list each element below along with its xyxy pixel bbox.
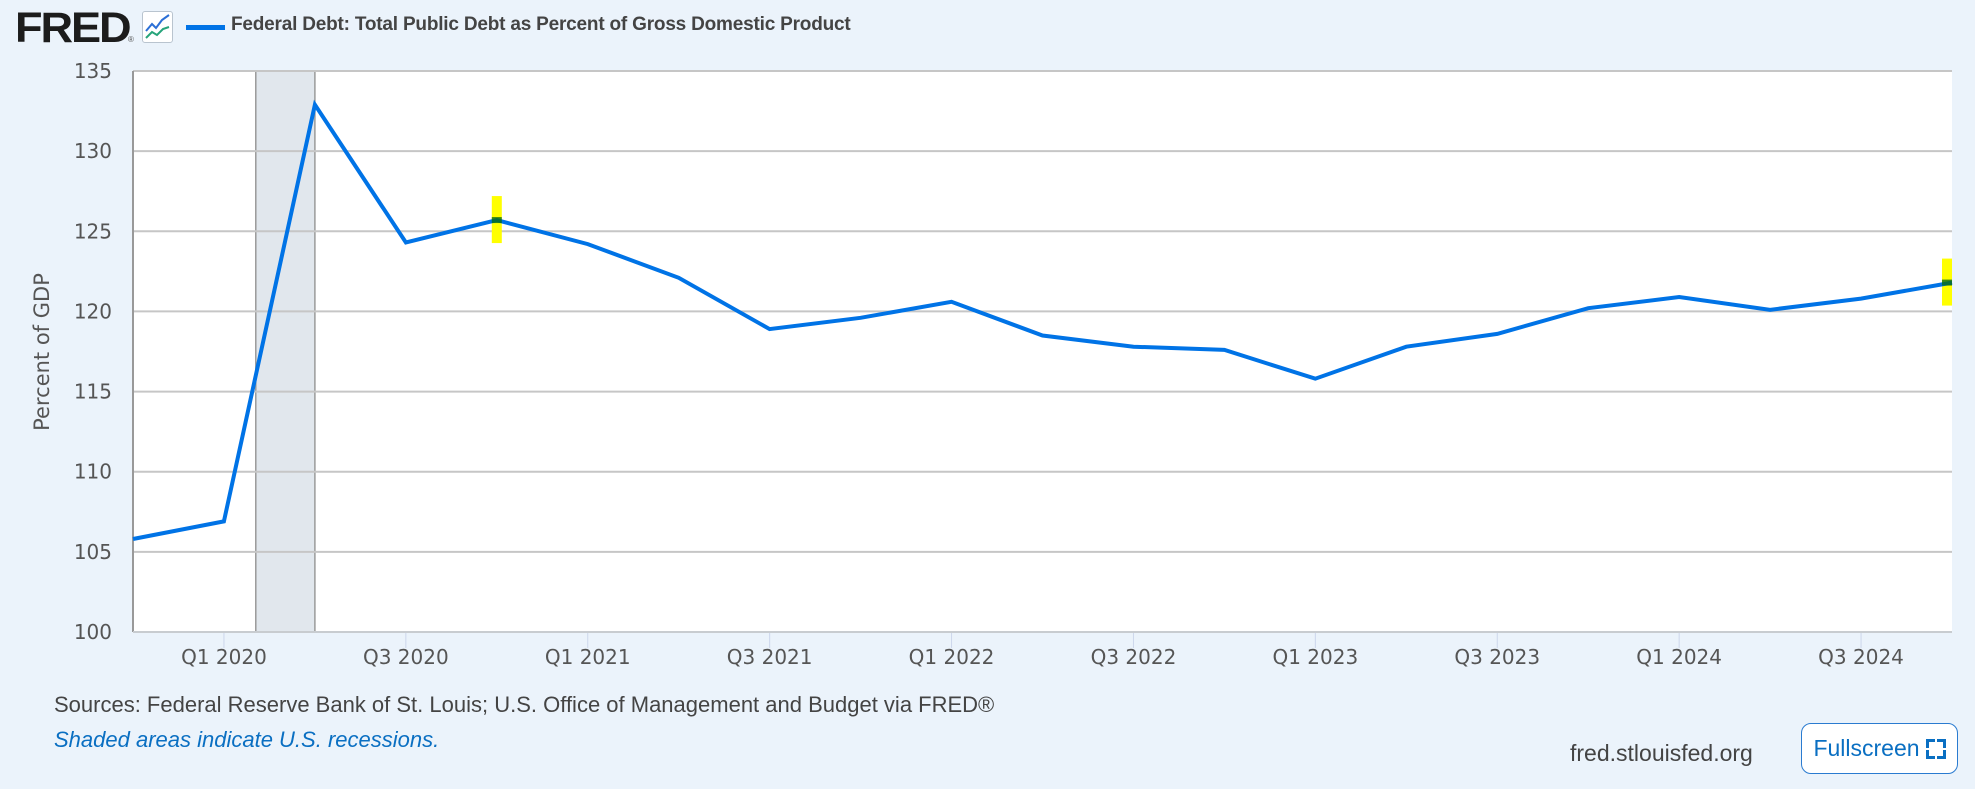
- y-tick-label: 100: [74, 620, 112, 644]
- x-tick-label: Q3 2024: [1818, 645, 1904, 669]
- y-tick-label: 115: [74, 380, 112, 404]
- x-axis-ticks: Q1 2020 Q3 2020 Q1 2021 Q3 2021 Q1 2022 Q3 20…: [181, 632, 1904, 669]
- x-tick-label: Q1 2023: [1272, 645, 1358, 669]
- sources-text: Sources: Federal Reserve Bank of St. Lou…: [54, 692, 995, 717]
- x-tick-label: Q1 2022: [909, 645, 995, 669]
- fullscreen-label: Fullscreen: [1813, 735, 1920, 761]
- highlight-point: [491, 217, 502, 224]
- recession-shading: [255, 71, 316, 632]
- x-tick-label: Q1 2020: [181, 645, 267, 669]
- registered-mark: ®: [128, 35, 134, 44]
- fullscreen-button[interactable]: Fullscreen: [1801, 723, 1958, 774]
- x-tick-label: Q3 2023: [1454, 645, 1540, 669]
- series-line[interactable]: [132, 99, 1953, 541]
- highlight-overlays: [491, 217, 1952, 286]
- site-url[interactable]: fred.stlouisfed.org: [1570, 740, 1753, 766]
- y-tick-label: 120: [74, 299, 112, 323]
- y-tick-label: 135: [74, 59, 112, 83]
- x-tick-label: Q1 2024: [1636, 645, 1722, 669]
- x-tick-label: Q3 2021: [727, 645, 813, 669]
- series-title[interactable]: Federal Debt: Total Public Debt as Perce…: [231, 14, 851, 35]
- x-tick-label: Q3 2020: [363, 645, 449, 669]
- chart-header: FRED ® Federal Debt: Total Public Debt a…: [0, 0, 1975, 56]
- gridlines: [133, 70, 1952, 553]
- recession-note: Shaded areas indicate U.S. recessions.: [54, 727, 440, 752]
- y-axis-ticks: 100 105 110 115 120 125 130 135: [74, 59, 112, 644]
- x-tick-label: Q1 2021: [545, 645, 631, 669]
- legend-swatch: [186, 25, 225, 30]
- y-tick-label: 110: [74, 460, 112, 484]
- fred-logo[interactable]: FRED: [15, 4, 132, 52]
- x-tick-label: Q3 2022: [1091, 645, 1177, 669]
- plot-area: [133, 71, 1952, 632]
- y-tick-label: 125: [74, 219, 112, 243]
- y-tick-label: 105: [74, 540, 112, 564]
- highlight-point: [1942, 279, 1952, 286]
- y-tick-label: 130: [74, 139, 112, 163]
- recession-band: [255, 71, 315, 632]
- line-chart-icon: [142, 11, 173, 43]
- fullscreen-icon: [1925, 738, 1946, 759]
- y-axis-label: Percent of GDP: [30, 273, 54, 431]
